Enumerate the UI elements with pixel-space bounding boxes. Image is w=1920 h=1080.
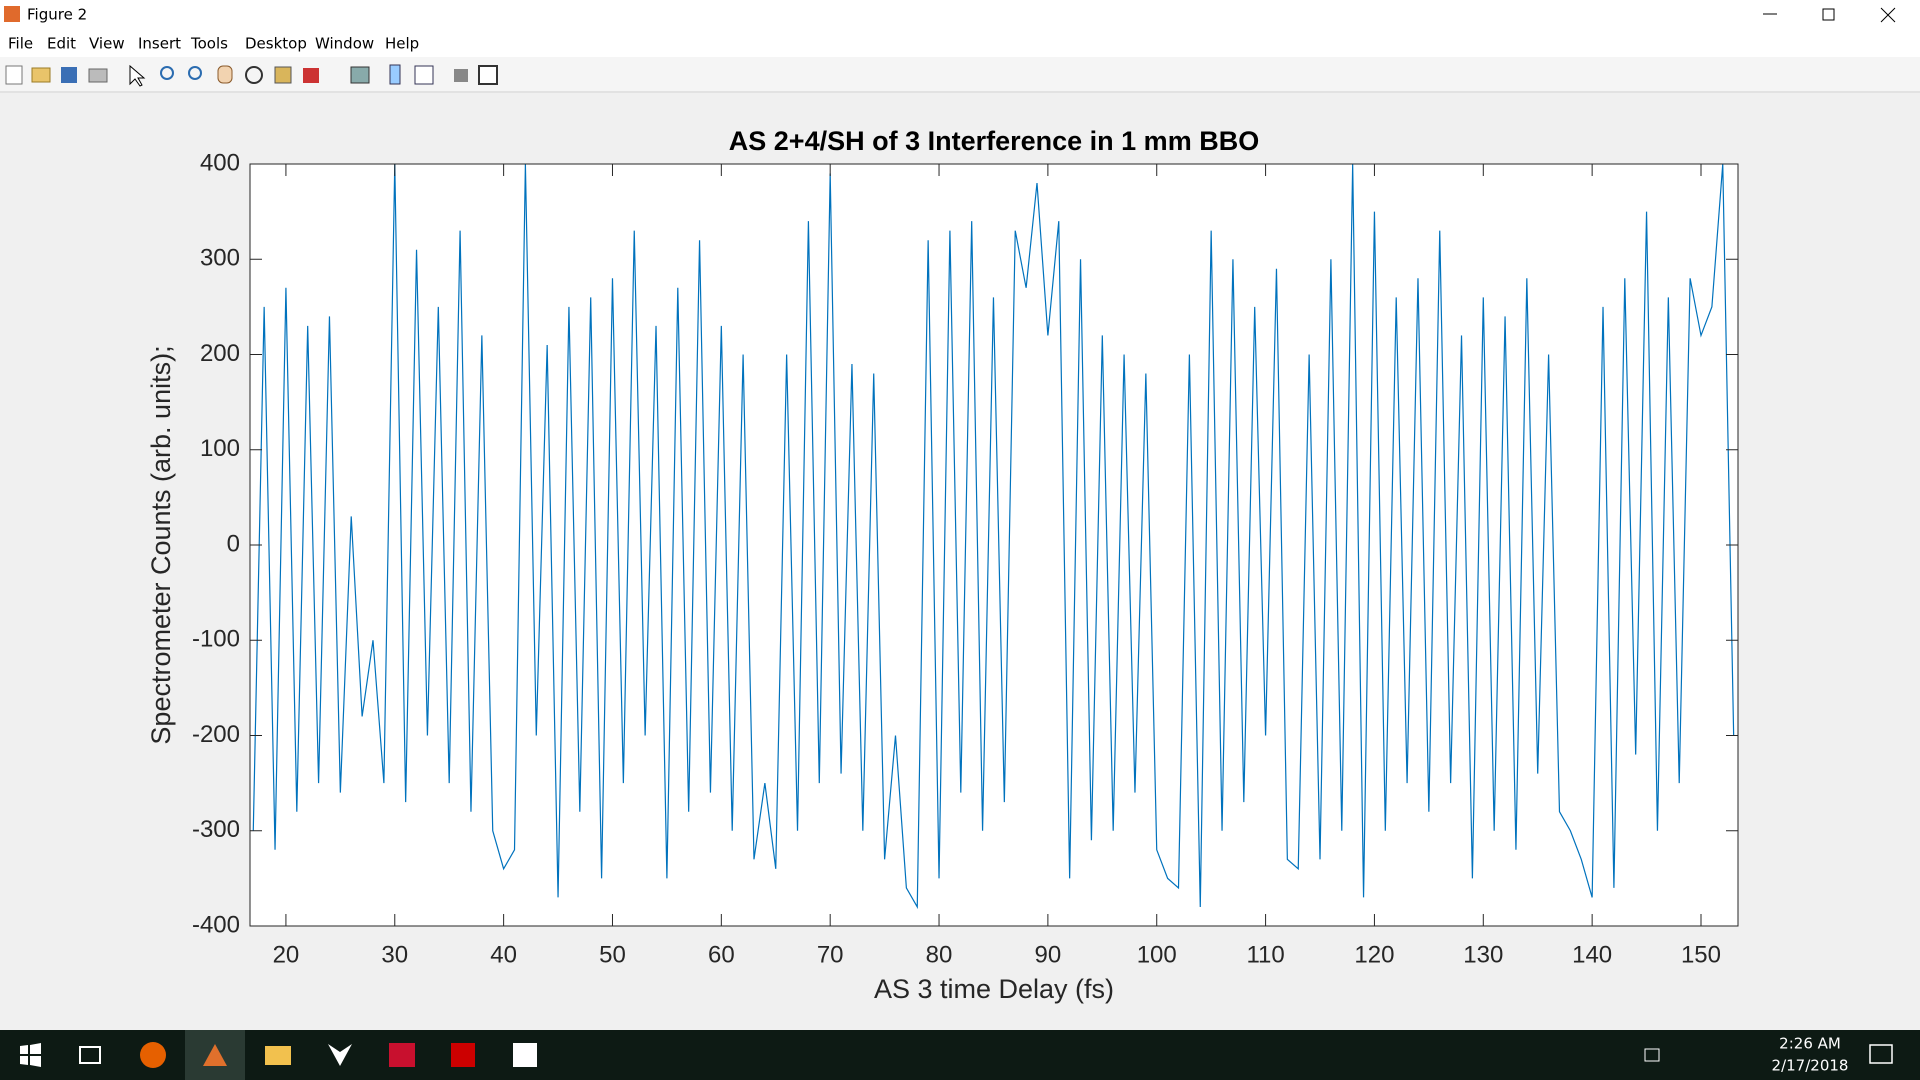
show-tools-icon[interactable]	[478, 65, 498, 85]
restore-button[interactable]	[1822, 8, 1835, 21]
y-tick-label: 0	[227, 530, 240, 557]
x-tick-label: 70	[817, 941, 844, 968]
taskbar	[0, 1030, 1920, 1080]
clock-time: 2:26 AM	[1779, 1035, 1841, 1053]
link-icon[interactable]	[350, 66, 370, 84]
x-tick-label: 60	[708, 941, 735, 968]
y-tick-label: 300	[200, 245, 240, 272]
app-icon-5[interactable]	[389, 1043, 415, 1067]
pointer-icon[interactable]	[129, 64, 146, 87]
menu: File Edit View Insert Tools Desktop Window Help	[8, 35, 419, 53]
x-tick-label: 20	[273, 941, 300, 968]
firefox-icon[interactable]	[140, 1042, 166, 1068]
plot-area	[250, 164, 1738, 926]
y-tick-label: 100	[200, 435, 240, 462]
x-tick-label: 100	[1137, 941, 1177, 968]
window-title: Figure 2	[27, 6, 87, 24]
matlab-icon[interactable]	[203, 1044, 227, 1066]
x-tick-label: 40	[490, 941, 517, 968]
app-icon	[4, 6, 20, 22]
chart-title: AS 2+4/SH of 3 Interference in 1 mm BBO	[729, 126, 1259, 156]
x-tick-label: 130	[1463, 941, 1503, 968]
close-button[interactable]	[1880, 7, 1896, 23]
open-icon[interactable]	[31, 67, 51, 83]
x-tick-label: 120	[1354, 941, 1394, 968]
y-tick-label: -100	[192, 626, 240, 653]
tray-icons[interactable]	[1644, 1048, 1660, 1062]
hide-tools-icon[interactable]	[454, 69, 468, 82]
save-icon[interactable]	[61, 67, 77, 83]
menu-item[interactable]: Window	[315, 35, 374, 53]
photos-icon[interactable]	[513, 1043, 537, 1067]
menu-item[interactable]: File	[8, 35, 33, 53]
y-tick-label: -300	[192, 816, 240, 843]
rotate-icon[interactable]	[245, 66, 263, 84]
x-tick-label: 140	[1572, 941, 1612, 968]
colorbar-icon[interactable]	[389, 64, 401, 85]
toolbar	[0, 57, 1920, 93]
taskbar-icons: 2:26 AM 2/17/2018	[20, 1030, 1893, 1080]
pan-icon[interactable]	[217, 65, 233, 84]
y-tick-label: -400	[192, 911, 240, 938]
menu-bar	[0, 29, 1920, 57]
x-tick-label: 30	[381, 941, 408, 968]
task-view[interactable]	[79, 1046, 101, 1064]
app-icon-4[interactable]	[328, 1044, 352, 1066]
menu-item[interactable]: Insert	[138, 35, 181, 53]
menu-item[interactable]: Edit	[47, 35, 76, 53]
zoom-in-icon[interactable]	[160, 66, 174, 80]
menu-item[interactable]: Desktop	[245, 35, 307, 53]
clock-date: 2/17/2018	[1772, 1057, 1849, 1075]
x-tick-label: 50	[599, 941, 626, 968]
x-tick-label: 80	[926, 941, 953, 968]
print-icon[interactable]	[88, 68, 108, 83]
menu-item[interactable]: Help	[385, 35, 419, 53]
zoom-out-icon[interactable]	[188, 66, 202, 80]
acrobat-icon[interactable]	[451, 1043, 475, 1067]
menu-item[interactable]: View	[89, 35, 125, 53]
title-bar	[0, 0, 1920, 29]
new-icon[interactable]	[5, 65, 23, 85]
y-tick-label: 200	[200, 340, 240, 367]
legend-icon[interactable]	[414, 65, 434, 85]
explorer-icon[interactable]	[265, 1046, 291, 1065]
data-line	[252, 163, 1735, 910]
x-tick-label: 150	[1681, 941, 1721, 968]
x-tick-label: 90	[1035, 941, 1062, 968]
y-tick-label: -200	[192, 721, 240, 748]
notifications-button[interactable]	[1869, 1044, 1893, 1064]
x-axis-label: AS 3 time Delay (fs)	[874, 974, 1114, 1004]
toolbar-icons	[5, 64, 498, 87]
chart: AS 2+4/SH of 3 Interference in 1 mm BBO …	[146, 126, 1739, 1004]
brush-icon[interactable]	[303, 68, 319, 83]
x-tick-label: 110	[1246, 941, 1284, 968]
datatip-icon[interactable]	[274, 66, 292, 84]
start-button[interactable]	[20, 1043, 41, 1067]
y-axis-label: Spectrometer Counts (arb. units);	[146, 345, 176, 744]
menu-item[interactable]: Tools	[190, 35, 228, 53]
y-tick-label: 400	[200, 149, 240, 176]
